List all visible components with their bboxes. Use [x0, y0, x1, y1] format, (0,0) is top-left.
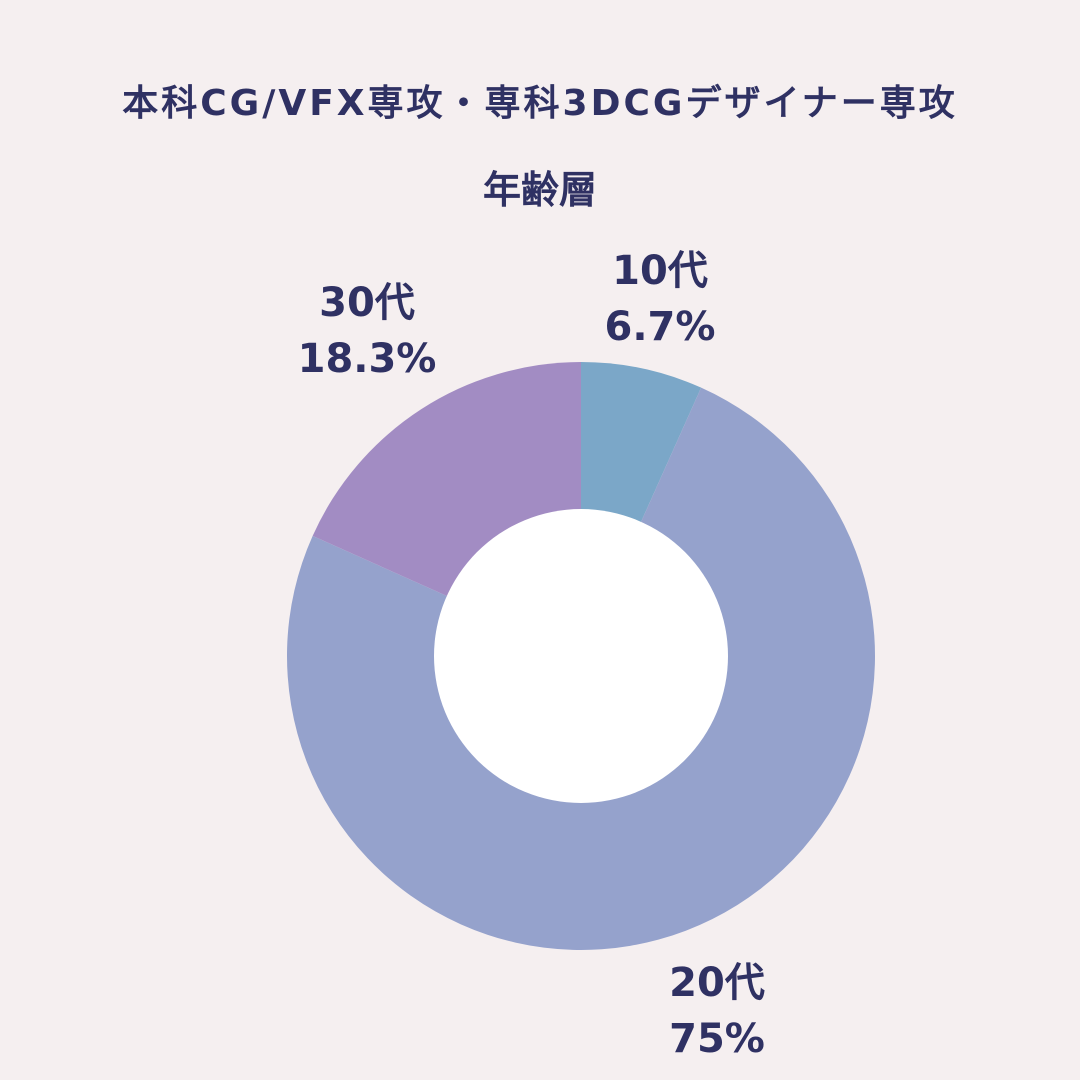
slice-label-20s-category: 20代: [669, 960, 765, 1006]
slice-label-30s-value: 18.3%: [297, 336, 437, 382]
slice-label-30s: 30代 18.3%: [287, 275, 447, 387]
slice-label-10s-value: 6.7%: [604, 304, 716, 350]
slice-label-10s: 10代 6.7%: [580, 243, 740, 355]
donut-hole: [434, 509, 728, 803]
chart-subtitle: 年齢層: [482, 168, 597, 212]
slice-label-10s-category: 10代: [612, 248, 708, 294]
chart-title: 本科CG/VFX専攻・専科3DCGデザイナー専攻: [122, 83, 958, 124]
slice-label-20s-value: 75%: [669, 1016, 765, 1062]
slice-label-20s: 20代 75%: [637, 955, 797, 1067]
slice-label-30s-category: 30代: [319, 280, 415, 326]
